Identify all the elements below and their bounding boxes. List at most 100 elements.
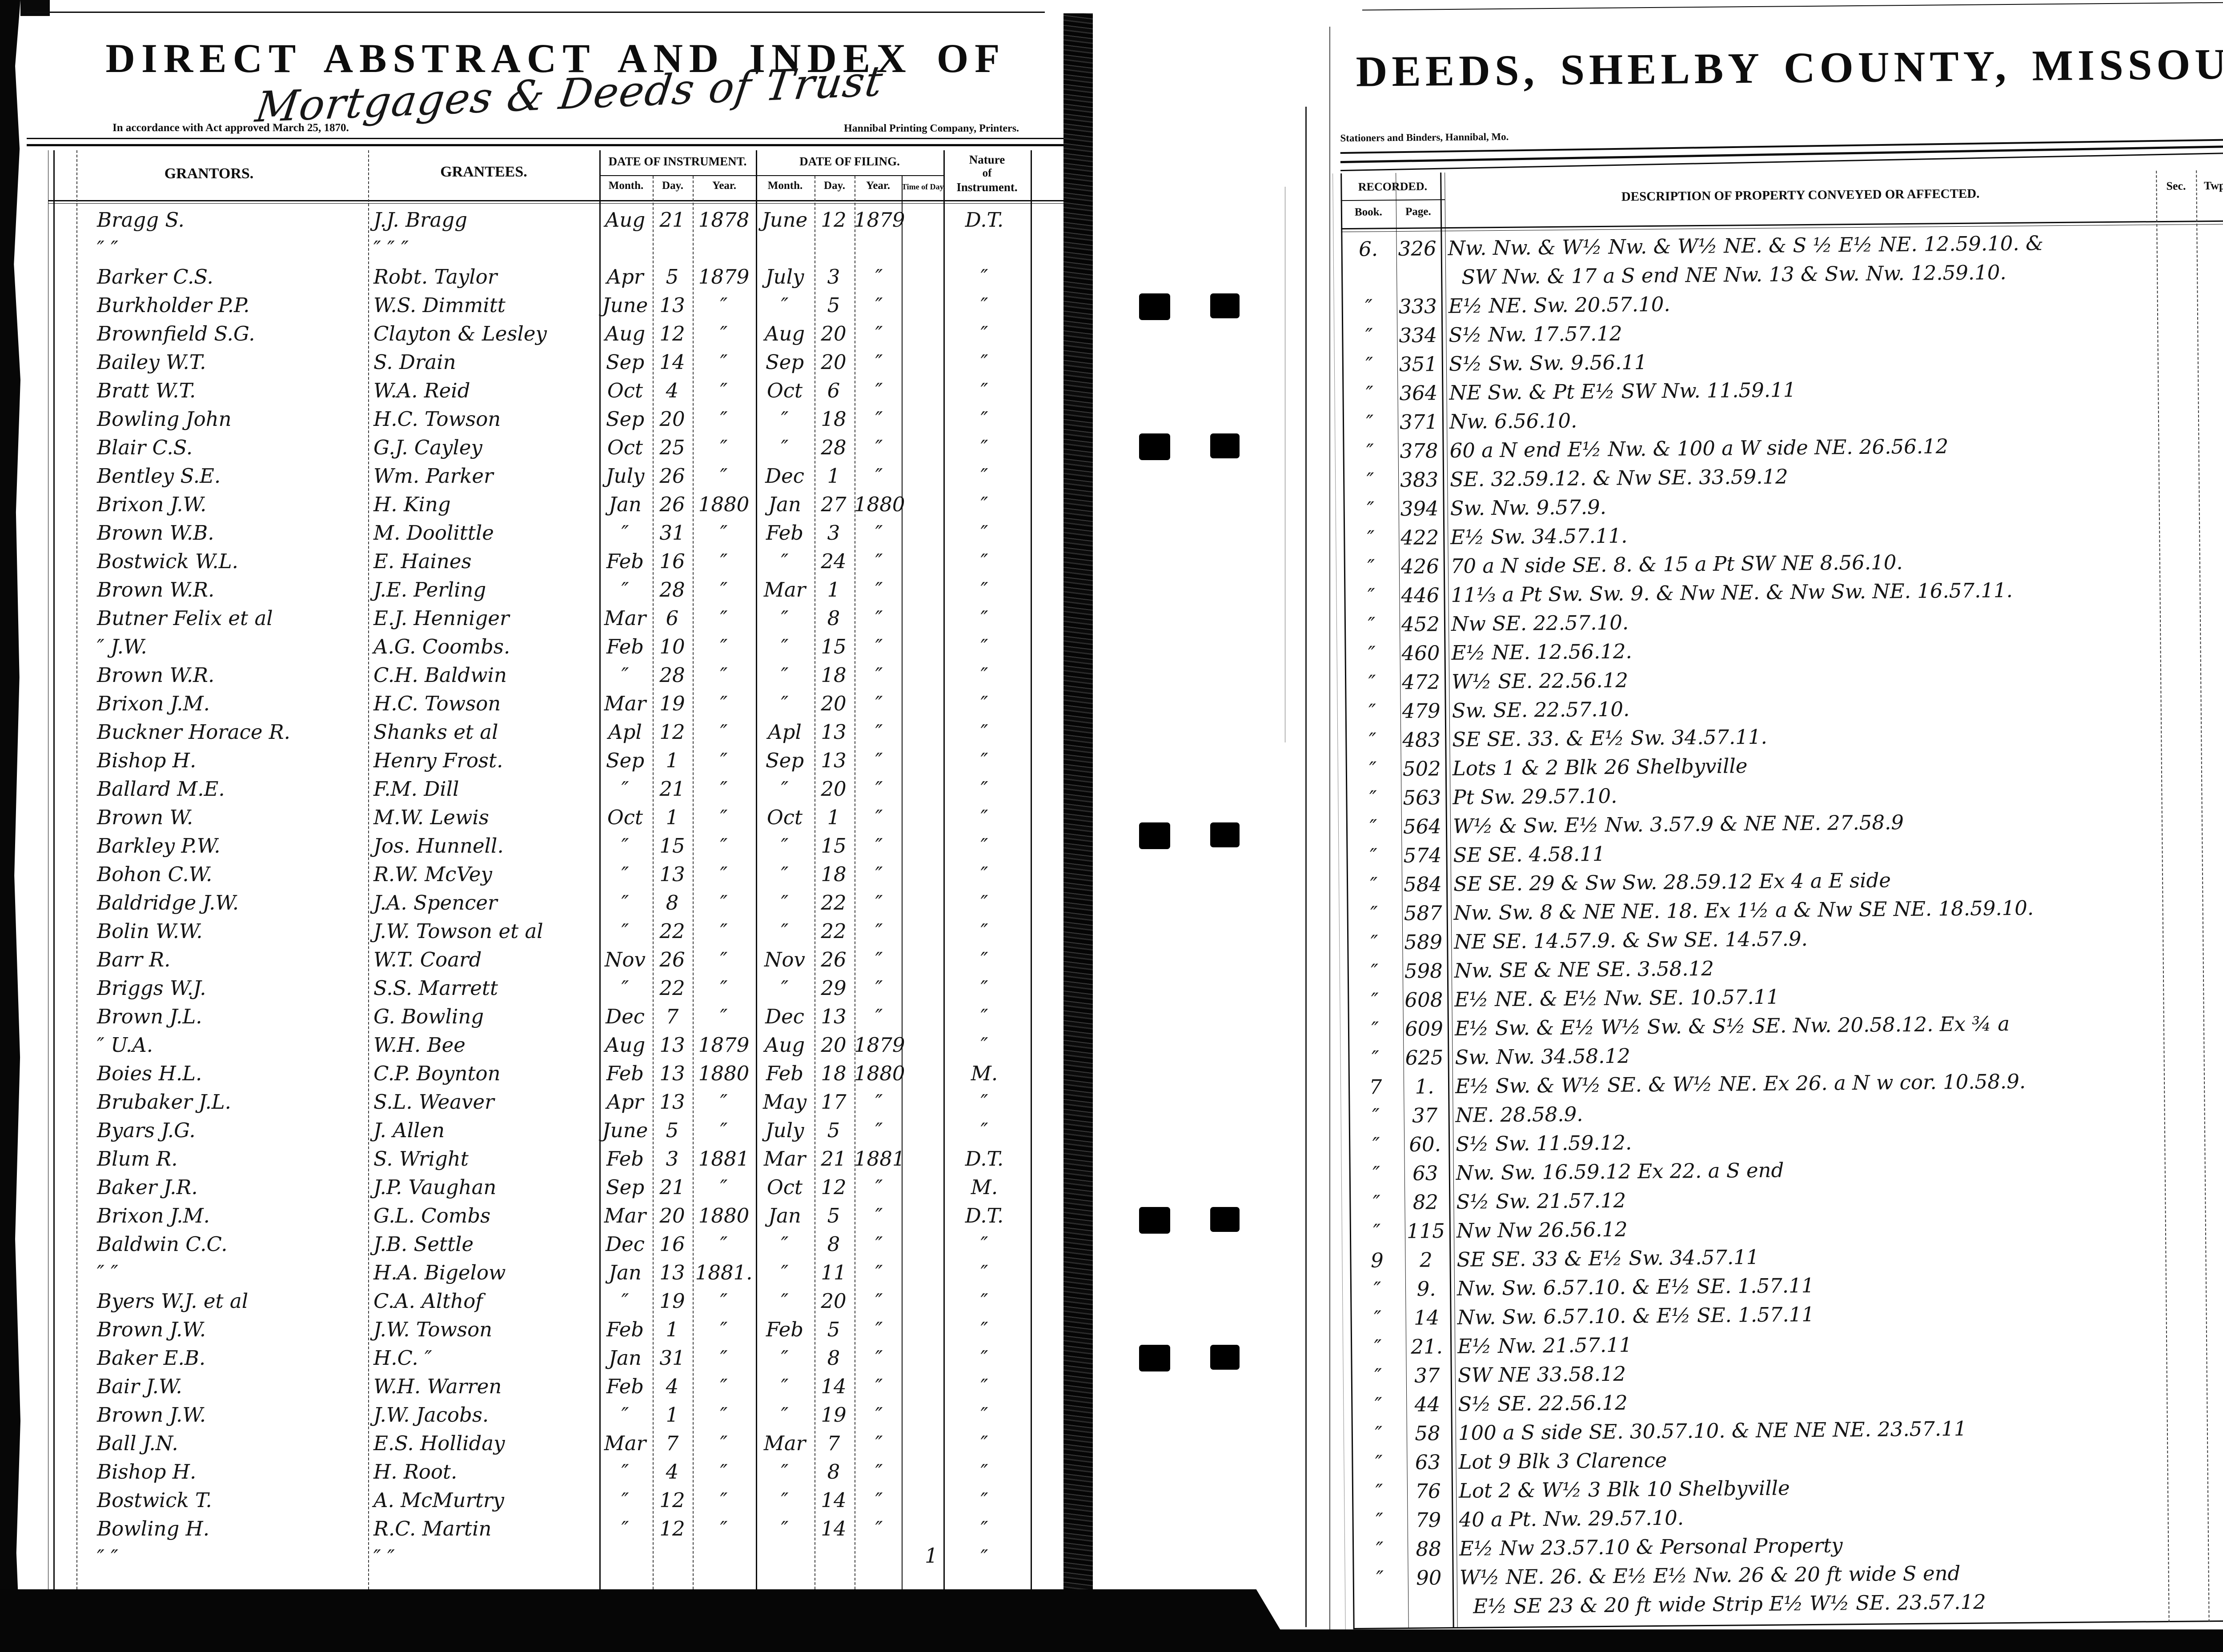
filing-year-cell: ″ (875, 379, 883, 402)
ledger-row: Brown J.W. J.W. Towson Feb 1 ″ Feb 5 ″ ″ (52, 1318, 1031, 1346)
description-cell: E½ NE. Sw. 20.57.10. (1448, 292, 1670, 318)
grantee-cell: W.H. Bee (373, 1033, 465, 1057)
instrument-day-cell: 3 (666, 1147, 679, 1171)
grantor-cell: Bohon C.W. (97, 862, 213, 886)
instrument-month-cell: Sep (606, 749, 645, 772)
filing-year-cell: ″ (875, 1119, 883, 1142)
instrument-month-cell: Mar (604, 1204, 646, 1227)
page-cell: 88 (1416, 1537, 1442, 1561)
filing-year-cell: 1879 (854, 1033, 905, 1057)
instrument-month-cell: Oct (607, 806, 643, 829)
description-cell: SW Nw. & 17 a S end NE Nw. 13 & Sw. Nw. … (1461, 261, 2006, 289)
filing-day-cell: 13 (821, 749, 847, 772)
filing-year-cell: ″ (875, 891, 883, 914)
book-cell: ″ (1365, 381, 1374, 405)
filing-year-cell: ″ (875, 1460, 883, 1484)
description-cell: E½ NE. & E½ Nw. SE. 10.57.11 (1454, 985, 1780, 1011)
instrument-month-cell: Apr (606, 265, 644, 289)
filing-year-cell: ″ (875, 948, 883, 971)
instrument-year-cell: ″ (720, 1005, 728, 1028)
filing-day-cell: 20 (821, 777, 847, 801)
filing-month-cell: ″ (781, 549, 789, 573)
description-cell: E½ Nw 23.57.10 & Personal Property (1459, 1533, 1843, 1560)
nature-cell: ″ (980, 549, 988, 573)
book-cell: ″ (1368, 642, 1376, 666)
page-cell: 364 (1399, 381, 1438, 405)
book-cell: 9 (1370, 1248, 1384, 1272)
instrument-year-cell: ″ (720, 919, 728, 943)
filing-day-cell: 8 (827, 1460, 840, 1484)
filing-year-cell: ″ (875, 1289, 883, 1313)
filing-day-cell: 26 (821, 948, 847, 971)
grantor-cell: Brixon J.M. (97, 692, 210, 715)
binder-mark (1210, 433, 1240, 458)
ledger-row: Bentley S.E. Wm. Parker July 26 ″ Dec 1 ″ ″ (52, 464, 1031, 493)
description-cell: Nw. SE & NE SE. 3.58.12 (1454, 956, 1714, 982)
filing-month-cell: ″ (781, 692, 789, 715)
grantee-cell: C.H. Baldwin (373, 663, 507, 687)
book-cell: ″ (1368, 699, 1376, 723)
instrument-year-cell: 1880 (698, 1204, 750, 1227)
filing-year-cell: ″ (875, 1090, 883, 1114)
nature-cell: ″ (980, 1403, 988, 1427)
filing-year-cell: ″ (875, 1403, 883, 1427)
book-cell: ″ (1368, 670, 1376, 694)
filing-year-cell: ″ (875, 1232, 883, 1256)
filing-month-cell: ″ (781, 919, 789, 943)
grantee-cell: ″ ″ ″ (373, 237, 409, 260)
instrument-year-cell: ″ (720, 1318, 728, 1341)
nature-cell: ″ (980, 919, 988, 943)
nature-cell: D.T. (965, 1204, 1004, 1227)
filing-day-cell: 1 (827, 578, 840, 601)
nature-cell: ″ (980, 1431, 988, 1455)
grantee-cell: J.W. Towson et al (373, 919, 543, 943)
nature-cell: ″ (980, 692, 988, 715)
filing-day-cell: 5 (827, 1204, 840, 1227)
grantor-cell: Butner Felix et al (97, 606, 273, 630)
book-cell: ″ (1370, 902, 1378, 926)
page-cell: 1. (1415, 1075, 1434, 1099)
filing-day-cell: 3 (827, 265, 840, 289)
col-year: Year. (866, 180, 890, 192)
instrument-day-cell: 13 (659, 862, 685, 886)
printer-note: Hannibal Printing Company, Printers. (844, 123, 1019, 134)
description-cell: 40 a Pt. Nw. 29.57.10. (1459, 1506, 1684, 1532)
grantee-cell: H. King (373, 493, 451, 516)
table-rule (76, 150, 77, 1589)
description-cell: S½ Sw. Sw. 9.56.11 (1449, 350, 1647, 376)
grantee-cell: ″ ″ (373, 1545, 395, 1569)
filing-month-cell: Mar (763, 578, 806, 601)
instrument-day-cell: 21 (659, 1175, 685, 1199)
instrument-year-cell: ″ (720, 1460, 728, 1484)
filing-month-cell: Oct (766, 379, 803, 402)
filing-year-cell: ″ (875, 1488, 883, 1512)
instrument-day-cell: 13 (659, 1033, 685, 1057)
grantor-cell: Bentley S.E. (97, 464, 221, 488)
page-cell: 472 (1401, 670, 1441, 694)
instrument-day-cell: 12 (659, 322, 685, 345)
instrument-month-cell: Sep (606, 407, 645, 431)
ledger-row: Ballard M.E. F.M. Dill ″ 21 ″ ″ 20 ″ ″ (52, 777, 1031, 806)
grantee-cell: Clayton & Lesley (373, 322, 547, 345)
filing-day-cell: 29 (821, 976, 847, 1000)
col-nature-3: Instrument. (956, 180, 1018, 194)
book-cell: ″ (1375, 1480, 1383, 1504)
act-note: In accordance with Act approved March 25… (112, 122, 349, 134)
grantor-cell: Brubaker J.L. (97, 1090, 231, 1114)
filing-month-cell: ″ (781, 606, 789, 630)
instrument-year-cell: ″ (720, 891, 728, 914)
filing-year-cell: ″ (875, 692, 883, 715)
book-cell: ″ (1365, 324, 1373, 348)
grantee-cell: J.W. Jacobs. (373, 1403, 489, 1427)
filing-year-cell: ″ (875, 635, 883, 658)
book-cell: 6. (1358, 237, 1378, 261)
filing-year-cell: ″ (875, 407, 883, 431)
nature-cell: ″ (980, 464, 988, 488)
grantee-cell: W.S. Dimmitt (373, 293, 506, 317)
page-cell: 625 (1405, 1046, 1444, 1070)
grantee-cell: G. Bowling (373, 1005, 484, 1028)
instrument-year-cell: ″ (720, 635, 728, 658)
description-cell: Lot 9 Blk 3 Clarence (1458, 1448, 1667, 1474)
grantee-cell: R.W. McVey (373, 862, 492, 886)
